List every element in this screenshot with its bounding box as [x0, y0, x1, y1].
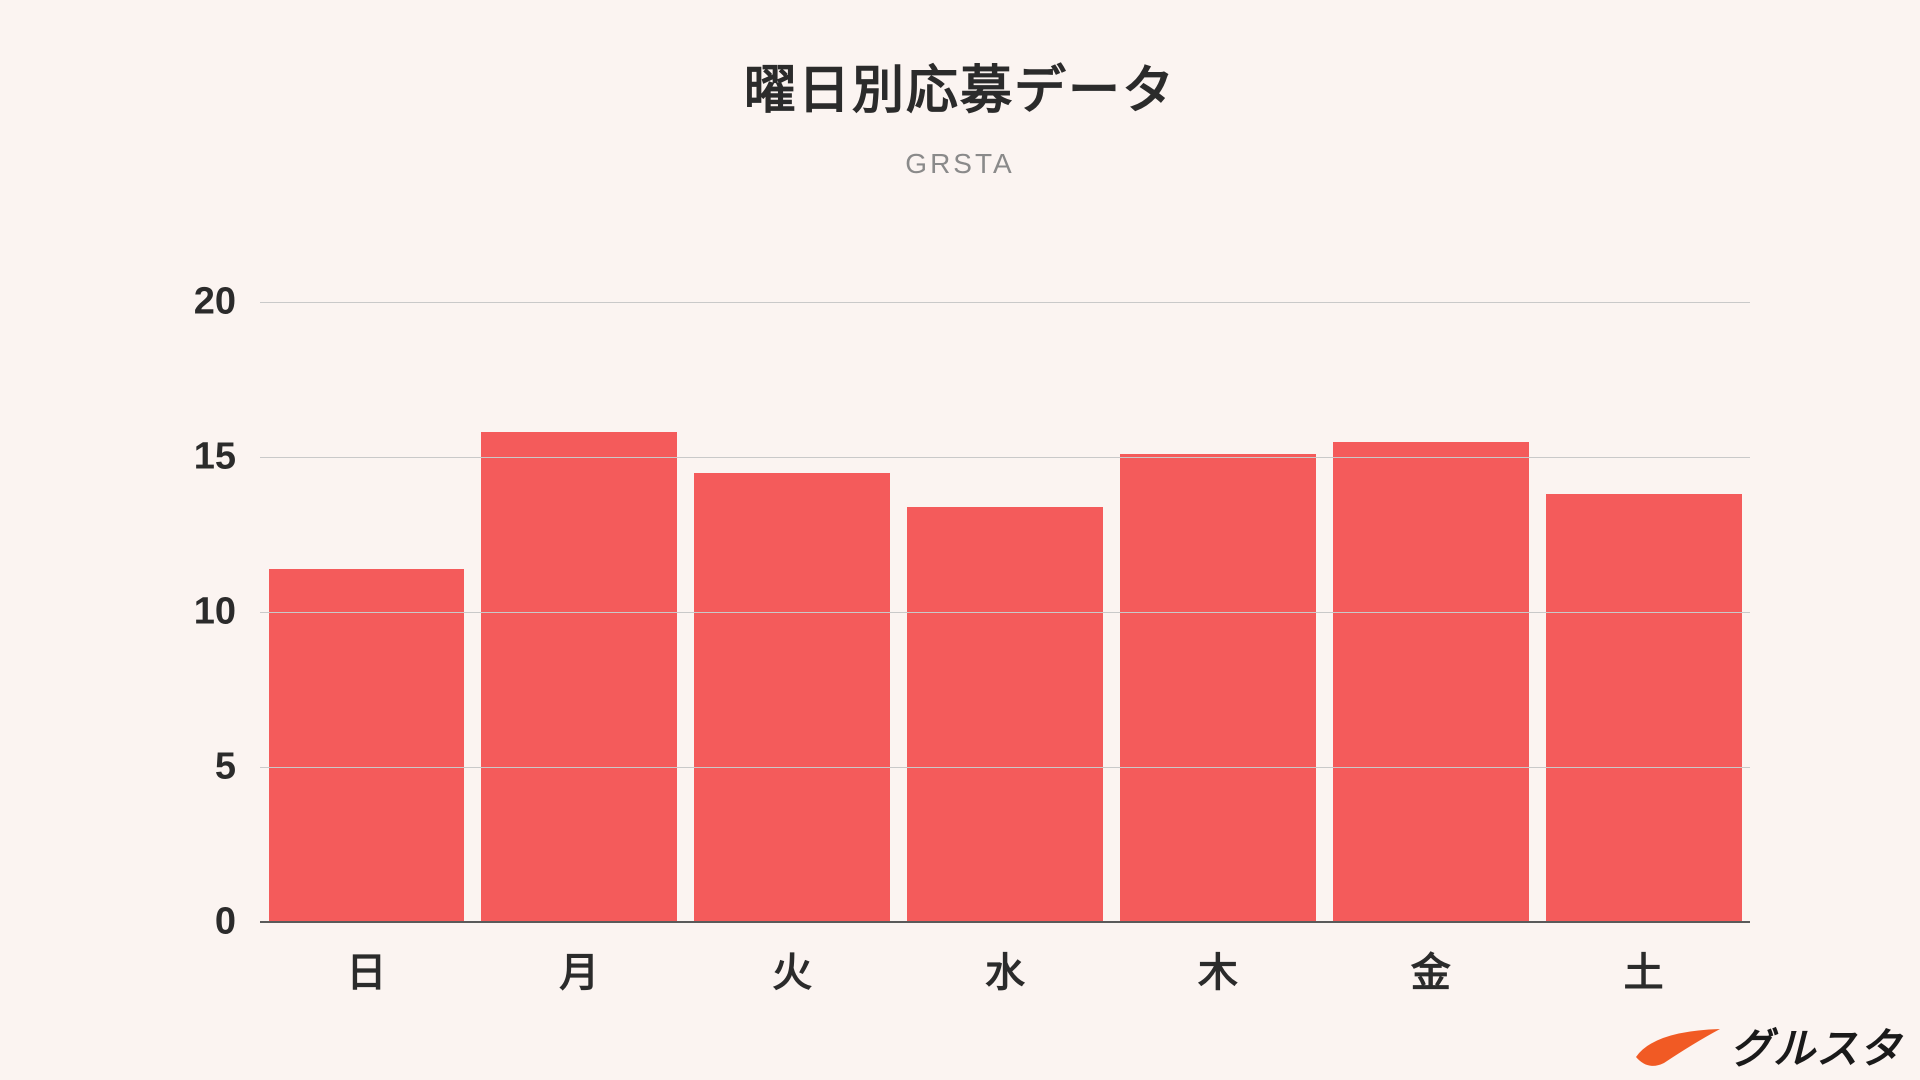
chart-subtitle: GRSTA [0, 148, 1920, 180]
chart-xtick-label: 土 [1624, 922, 1664, 998]
chart-ytick-label: 20 [194, 281, 260, 324]
brand-logo-text: グルスタ [1730, 1015, 1902, 1076]
chart-xtick-label: 火 [772, 922, 812, 998]
chart-bar [694, 473, 890, 923]
chart-bar [1333, 442, 1529, 923]
chart-bar [269, 569, 465, 922]
chart-bar [1546, 494, 1742, 922]
chart-xtick-label: 月 [559, 922, 599, 998]
chart-xtick-label: 日 [346, 922, 386, 998]
chart-plot-area: 日月火水木金土 05101520 [260, 302, 1750, 922]
brand-logo: グルスタ [1634, 1015, 1902, 1076]
chart-title: 曜日別応募データ [0, 48, 1920, 123]
chart-gridline [260, 302, 1750, 303]
chart-gridline [260, 612, 1750, 613]
chart-xtick-label: 金 [1411, 922, 1451, 998]
chart-gridline [260, 767, 1750, 768]
chart-ytick-label: 0 [215, 901, 260, 944]
chart-ytick-label: 5 [215, 746, 260, 789]
chart-ytick-label: 15 [194, 436, 260, 479]
chart-ytick-label: 10 [194, 591, 260, 634]
chart-bar [907, 507, 1103, 922]
chart-baseline [260, 921, 1750, 923]
chart-xtick-label: 木 [1198, 922, 1238, 998]
swoosh-icon [1634, 1023, 1722, 1069]
chart-bar [1120, 454, 1316, 922]
chart-bar [481, 432, 677, 922]
chart-xtick-label: 水 [985, 922, 1025, 998]
chart-gridline [260, 457, 1750, 458]
